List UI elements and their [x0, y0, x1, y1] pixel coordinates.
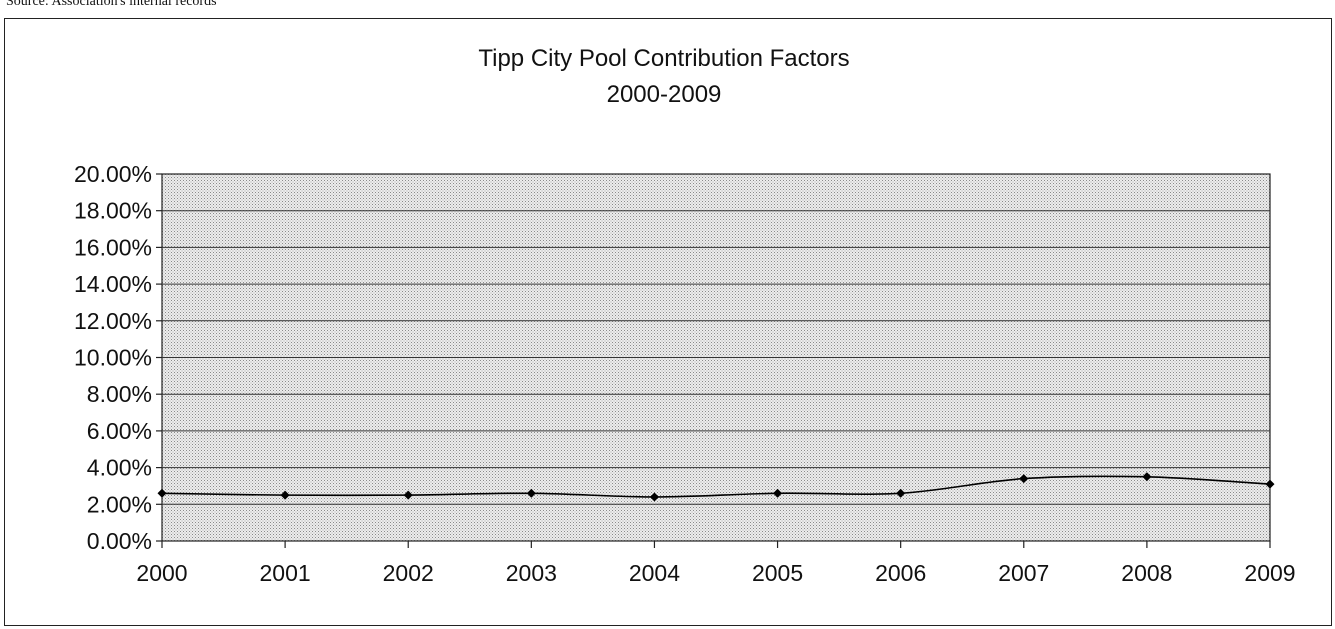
- data-point: [1265, 479, 1275, 489]
- y-tick-label: 16.00%: [74, 234, 152, 260]
- x-tick-label: 2007: [998, 560, 1049, 586]
- x-tick-label: 2002: [383, 560, 434, 586]
- source-note: Source: Association's internal records: [6, 0, 217, 9]
- data-point: [1142, 472, 1152, 482]
- x-tick-label: 2001: [260, 560, 311, 586]
- chart-subtitle: 2000-2009: [607, 81, 722, 108]
- data-point: [157, 488, 167, 498]
- series-line: [161, 475, 1271, 498]
- y-tick-label: 20.00%: [74, 161, 152, 187]
- x-tick-label: 2000: [136, 560, 187, 586]
- data-point: [773, 488, 783, 498]
- data-point: [649, 492, 659, 502]
- y-tick-label: 8.00%: [87, 381, 152, 407]
- data-point: [1019, 474, 1029, 484]
- y-tick-label: 2.00%: [87, 491, 152, 517]
- y-tick-label: 10.00%: [74, 345, 152, 371]
- y-tick-label: 18.00%: [74, 198, 152, 224]
- x-tick-label: 2005: [752, 560, 803, 586]
- x-tick-label: 2006: [875, 560, 926, 586]
- x-tick-label: 2003: [506, 560, 557, 586]
- y-tick-label: 4.00%: [87, 455, 152, 481]
- y-tick-label: 0.00%: [87, 528, 152, 554]
- y-tick-label: 12.00%: [74, 308, 152, 334]
- data-point: [526, 488, 536, 498]
- chart-title: Tipp City Pool Contribution Factors: [478, 45, 849, 72]
- y-tick-label: 14.00%: [74, 271, 152, 297]
- data-point: [403, 490, 413, 500]
- x-tick-label: 2008: [1121, 560, 1172, 586]
- data-point: [280, 490, 290, 500]
- data-point: [896, 488, 906, 498]
- x-tick-label: 2009: [1244, 560, 1295, 586]
- x-tick-label: 2004: [629, 560, 680, 586]
- y-tick-label: 6.00%: [87, 418, 152, 444]
